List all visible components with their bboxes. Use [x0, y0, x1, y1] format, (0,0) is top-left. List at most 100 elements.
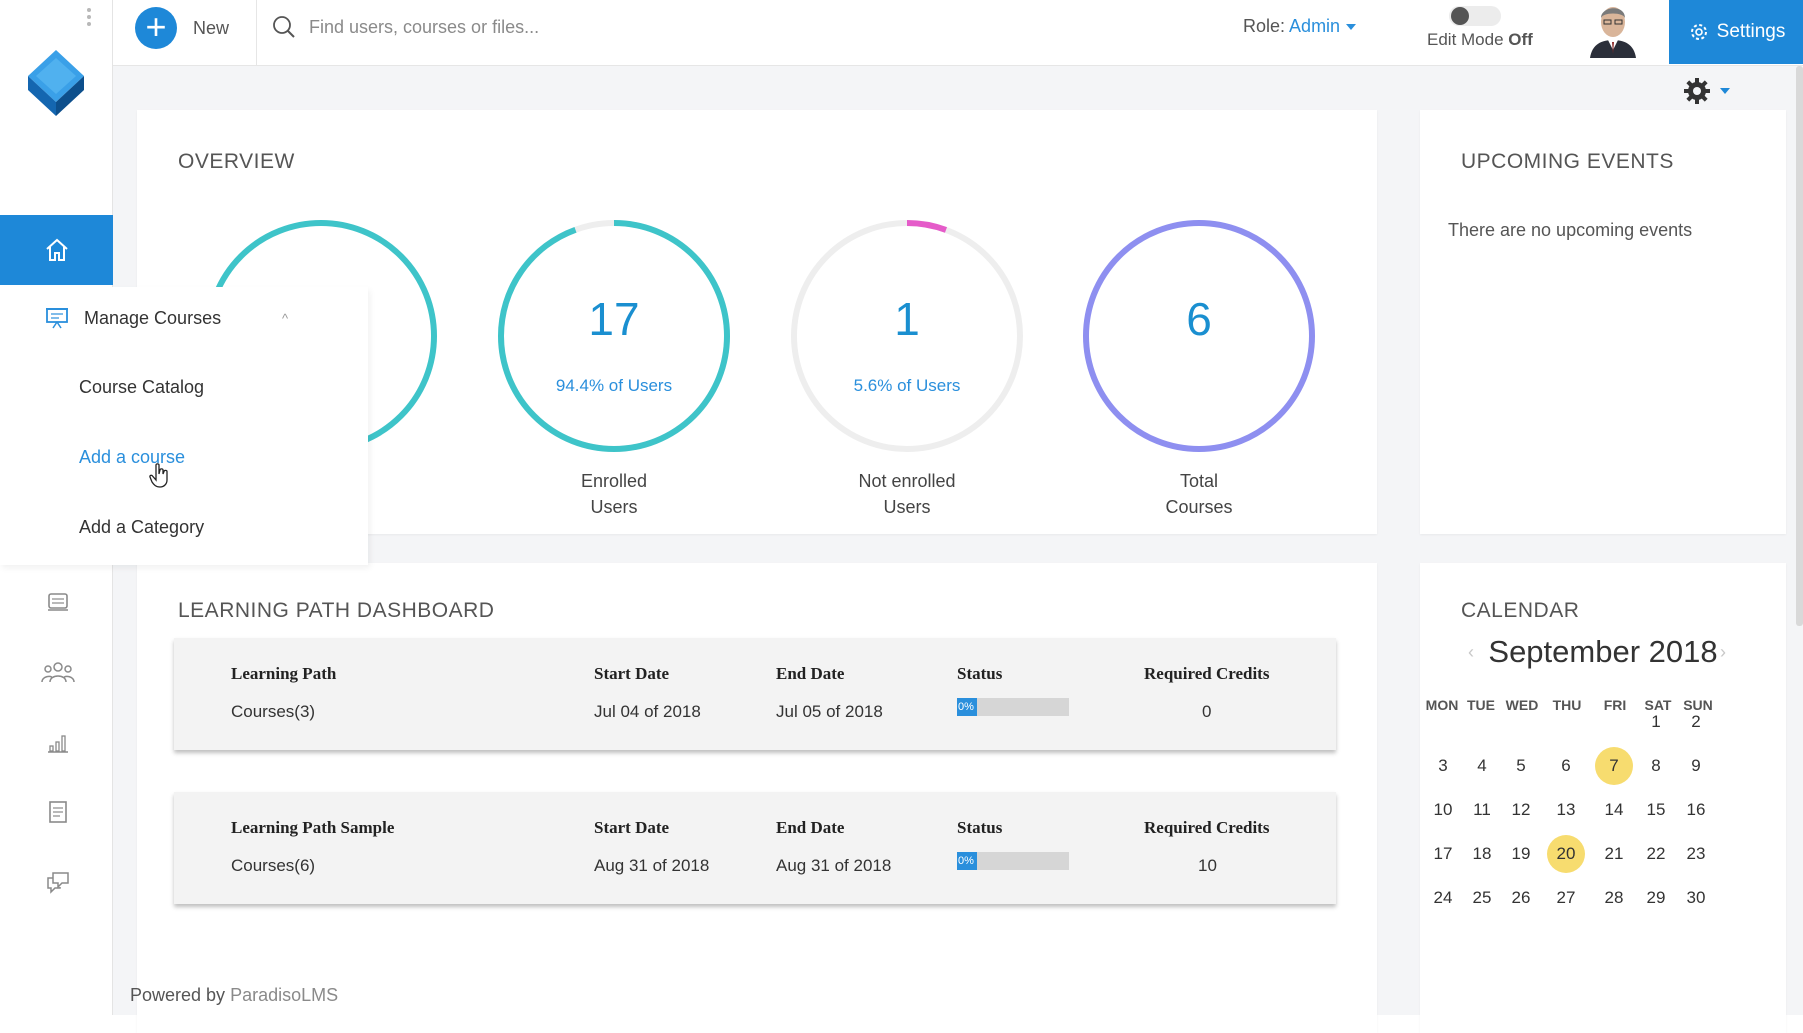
calendar-day[interactable]: 15 — [1646, 800, 1666, 819]
lp-start-value: Aug 31 of 2018 — [594, 856, 710, 875]
manage-courses-label: Manage Courses — [84, 307, 222, 328]
bar-chart-icon — [48, 735, 68, 753]
caret-down-icon — [1720, 88, 1730, 94]
caret-down-icon — [1346, 24, 1357, 31]
upcoming-events-card: UPCOMING EVENTS There are no upcoming ev… — [1420, 110, 1786, 534]
calendar-day[interactable]: 6 — [1561, 756, 1571, 775]
progress-fill: 0% — [957, 852, 977, 870]
gear-icon — [1684, 78, 1710, 104]
metric-percent: 5.6% of Users — [853, 376, 961, 395]
metric-label: Total Courses — [1079, 468, 1319, 520]
nav-chat[interactable] — [36, 862, 80, 902]
lp-status-progress: 0% — [957, 698, 1069, 716]
menu-item-add-category[interactable]: Add a Category — [79, 517, 205, 537]
calendar-day[interactable]: 26 — [1511, 888, 1531, 907]
kebab-menu-icon[interactable] — [86, 8, 92, 30]
edit-mode-state: Off — [1508, 30, 1533, 49]
calendar-day[interactable]: 21 — [1604, 844, 1624, 863]
calendar-day[interactable]: 5 — [1516, 756, 1526, 775]
user-avatar[interactable] — [1586, 0, 1640, 58]
page-scrollbar[interactable] — [1796, 66, 1803, 626]
chevron-left-icon[interactable]: ‹ — [1468, 642, 1474, 662]
calendar-day[interactable]: 19 — [1511, 844, 1531, 863]
nav-courses[interactable] — [36, 582, 80, 622]
calendar-day[interactable]: 16 — [1686, 800, 1706, 819]
calendar-day[interactable]: 24 — [1433, 888, 1453, 907]
calendar-dow: FRI — [1603, 697, 1627, 713]
events-empty-text: There are no upcoming events — [1448, 220, 1693, 240]
calendar-dow: SAT — [1644, 697, 1672, 713]
new-button-label: New — [193, 17, 230, 38]
calendar-day[interactable]: 1 — [1651, 712, 1661, 731]
calendar-day[interactable]: 10 — [1433, 800, 1453, 819]
chevron-right-icon[interactable]: › — [1720, 642, 1726, 662]
search-input[interactable]: Find users, courses or files... — [309, 16, 540, 37]
menu-item-add-course[interactable]: Add a course — [79, 447, 186, 467]
calendar-day[interactable]: 12 — [1511, 800, 1531, 819]
calendar-day[interactable]: 29 — [1646, 888, 1666, 907]
role-label: Role: — [1243, 16, 1286, 36]
metric-enrolled-users: 17 94.4% of Users Enrolled Users — [494, 216, 734, 546]
calendar-day[interactable]: 3 — [1438, 756, 1448, 775]
lp-status-header: Status — [957, 818, 1003, 837]
search-bar[interactable]: Find users, courses or files... — [271, 14, 539, 40]
lp-name-value[interactable]: Courses(3) — [231, 702, 316, 721]
lp-end-header: End Date — [776, 818, 845, 837]
calendar-day[interactable]: 8 — [1651, 756, 1661, 775]
nav-documents[interactable] — [36, 792, 80, 832]
footer-brand-link[interactable]: ParadisoLMS — [230, 985, 339, 1005]
metric-label-line2: Courses — [1165, 497, 1233, 517]
lp-name-header: Learning Path Sample — [231, 818, 395, 837]
home-icon — [45, 238, 68, 261]
learning-path-row[interactable]: Learning Path Sample Start Date End Date… — [174, 792, 1336, 904]
settings-button[interactable]: Settings — [1669, 0, 1803, 64]
lp-name-value[interactable]: Courses(6) — [231, 856, 316, 875]
nav-home[interactable] — [0, 215, 113, 285]
app-logo[interactable] — [26, 48, 86, 118]
learning-path-row[interactable]: Learning Path Start Date End Date Status… — [174, 638, 1336, 750]
calendar-day[interactable]: 11 — [1473, 800, 1491, 819]
calendar-day[interactable]: 28 — [1604, 888, 1624, 907]
manage-courses-header[interactable]: Manage Courses — [44, 303, 221, 333]
events-title: UPCOMING EVENTS — [1461, 150, 1674, 173]
overview-title: OVERVIEW — [178, 150, 295, 173]
not-enrolled-ring — [791, 220, 1023, 452]
metric-label: Enrolled Users — [494, 468, 734, 520]
calendar-day[interactable]: 4 — [1477, 756, 1487, 775]
metric-label-line2: Users — [883, 497, 931, 517]
calendar-day[interactable]: 2 — [1691, 712, 1701, 731]
dashboard-settings-menu[interactable] — [1682, 76, 1730, 106]
metric-label-line1: Enrolled — [580, 471, 648, 491]
calendar-card: CALENDAR — [1420, 563, 1786, 1033]
calendar-day[interactable]: 14 — [1604, 800, 1624, 819]
nav-reports[interactable] — [36, 722, 80, 762]
role-selector[interactable]: Role: Admin — [1243, 16, 1357, 37]
progress-fill: 0% — [957, 698, 977, 716]
calendar-dow: WED — [1505, 697, 1539, 713]
calendar-dow: THU — [1552, 697, 1582, 713]
lp-status-progress: 0% — [957, 852, 1069, 870]
calendar-day[interactable]: 23 — [1686, 844, 1706, 863]
calendar-day[interactable]: 18 — [1472, 844, 1492, 863]
metric-label: Not enrolled Users — [787, 468, 1027, 520]
metric-label-line1: Total — [1179, 471, 1219, 491]
calendar-day[interactable]: 30 — [1686, 888, 1706, 907]
calendar-day[interactable]: 27 — [1556, 888, 1576, 907]
calendar-day[interactable]: 9 — [1691, 756, 1701, 775]
calendar-day[interactable]: 22 — [1646, 844, 1666, 863]
menu-item-course-catalog[interactable]: Course Catalog — [79, 377, 205, 397]
edit-mode-toggle[interactable] — [1449, 6, 1501, 26]
calendar-day[interactable]: 17 — [1433, 844, 1453, 863]
chevron-up-icon[interactable]: ^ — [282, 311, 289, 326]
calendar-day[interactable]: 13 — [1556, 800, 1576, 819]
new-button[interactable]: + New — [135, 7, 229, 49]
nav-users[interactable] — [36, 652, 80, 692]
role-value[interactable]: Admin — [1289, 16, 1341, 36]
book-icon — [48, 593, 68, 611]
lp-start-header: Start Date — [594, 818, 670, 837]
calendar-day[interactable]: 25 — [1472, 888, 1492, 907]
edit-mode-label: Edit Mode Off — [1427, 30, 1533, 50]
lp-end-value: Aug 31 of 2018 — [776, 856, 892, 875]
calendar-day[interactable]: 20 — [1547, 835, 1585, 873]
calendar-day[interactable]: 7 — [1595, 747, 1633, 785]
